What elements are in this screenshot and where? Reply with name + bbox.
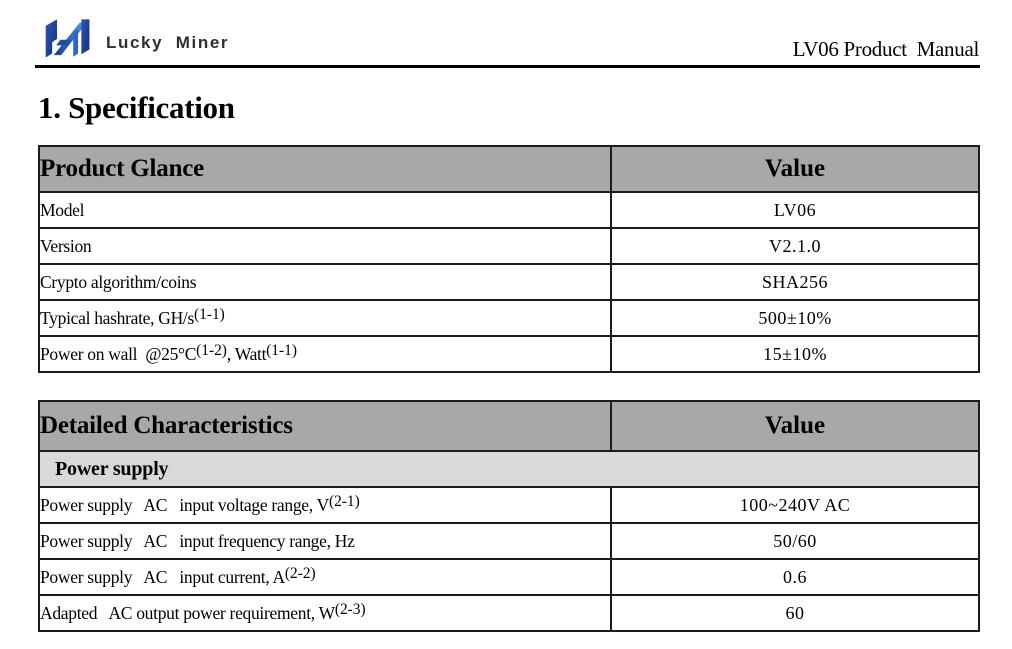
spec-value: 0.6 (610, 558, 980, 596)
detailed-characteristics-header: Detailed Characteristics (38, 400, 612, 452)
spec-label: Power supply AC input frequency range, H… (38, 522, 612, 560)
table-row: Version V2.1.0 (38, 227, 980, 265)
spec-label: Typical hashrate, GH/s(1-1) (38, 299, 612, 337)
table-row: Adapted AC output power requirement, W(2… (38, 594, 980, 632)
header-divider (35, 65, 980, 68)
lucky-miner-logo-icon (44, 17, 96, 69)
spec-label: Power on wall @25°C(1-2), Watt(1-1) (38, 335, 612, 373)
table-row: Power supply AC input voltage range, V(2… (38, 486, 980, 524)
spec-label: Power supply AC input voltage range, V(2… (38, 486, 612, 524)
value-header: Value (610, 400, 980, 452)
spec-label: Adapted AC output power requirement, W(2… (38, 594, 612, 632)
table-header-row: Product Glance Value (38, 145, 980, 193)
spec-value: V2.1.0 (610, 227, 980, 265)
section-title: 1. Specification (38, 90, 235, 125)
spec-label: Version (38, 227, 612, 265)
spec-value: 500±10% (610, 299, 980, 337)
brand-name: Lucky Miner (106, 33, 230, 52)
spec-value: LV06 (610, 191, 980, 229)
spec-label: Model (38, 191, 612, 229)
brand-block: Lucky Miner (44, 17, 229, 69)
spec-label: Power supply AC input current, A(2-2) (38, 558, 612, 596)
spec-value: 100~240V AC (610, 486, 980, 524)
spec-value: 60 (610, 594, 980, 632)
table-row: Model LV06 (38, 191, 980, 229)
table-header-row: Detailed Characteristics Value (38, 400, 980, 452)
table-row: Crypto algorithm/coins SHA256 (38, 263, 980, 301)
table-row: Power on wall @25°C(1-2), Watt(1-1) 15±1… (38, 335, 980, 373)
power-supply-subheader: Power supply (38, 450, 980, 488)
spec-label: Crypto algorithm/coins (38, 263, 612, 301)
value-header: Value (610, 145, 980, 193)
detailed-characteristics-table: Detailed Characteristics Value Power sup… (38, 400, 980, 632)
spec-value: 50/60 (610, 522, 980, 560)
manual-title: LV06 Product Manual (792, 37, 980, 61)
table-row: Typical hashrate, GH/s(1-1) 500±10% (38, 299, 980, 337)
table-row: Power supply AC input current, A(2-2) 0.… (38, 558, 980, 596)
product-glance-header: Product Glance (38, 145, 612, 193)
table-row: Power supply AC input frequency range, H… (38, 522, 980, 560)
product-glance-table: Product Glance Value Model LV06 Version … (38, 145, 980, 373)
power-supply-subheader-row: Power supply (38, 450, 980, 488)
spec-value: 15±10% (610, 335, 980, 373)
spec-value: SHA256 (610, 263, 980, 301)
